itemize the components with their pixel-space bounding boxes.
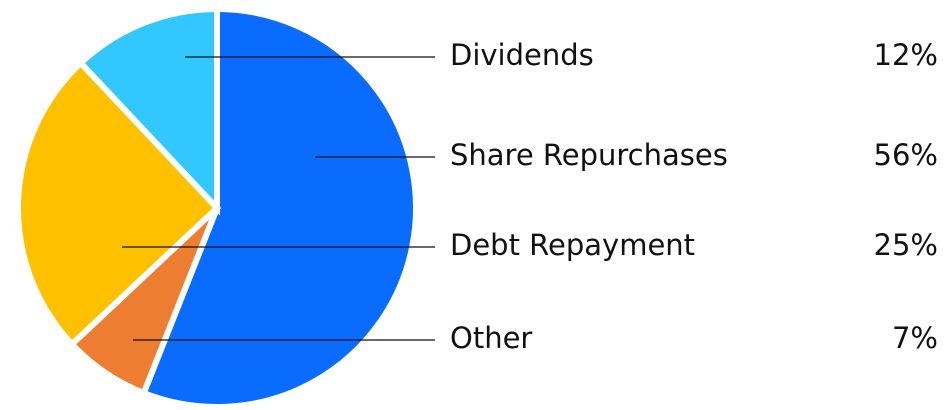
legend-label: Debt Repayment [450, 228, 695, 262]
legend-label: Share Repurchases [450, 138, 728, 172]
value-label: 25% [874, 228, 938, 262]
pie-slice [15, 58, 222, 349]
value-label: 12% [874, 38, 938, 72]
legend-label: Other [450, 321, 532, 355]
value-label: 56% [874, 138, 938, 172]
legend-label: Dividends [450, 38, 594, 72]
pie-slice [139, 5, 419, 410]
pie-slice [76, 5, 220, 216]
value-label: 7% [892, 321, 938, 355]
